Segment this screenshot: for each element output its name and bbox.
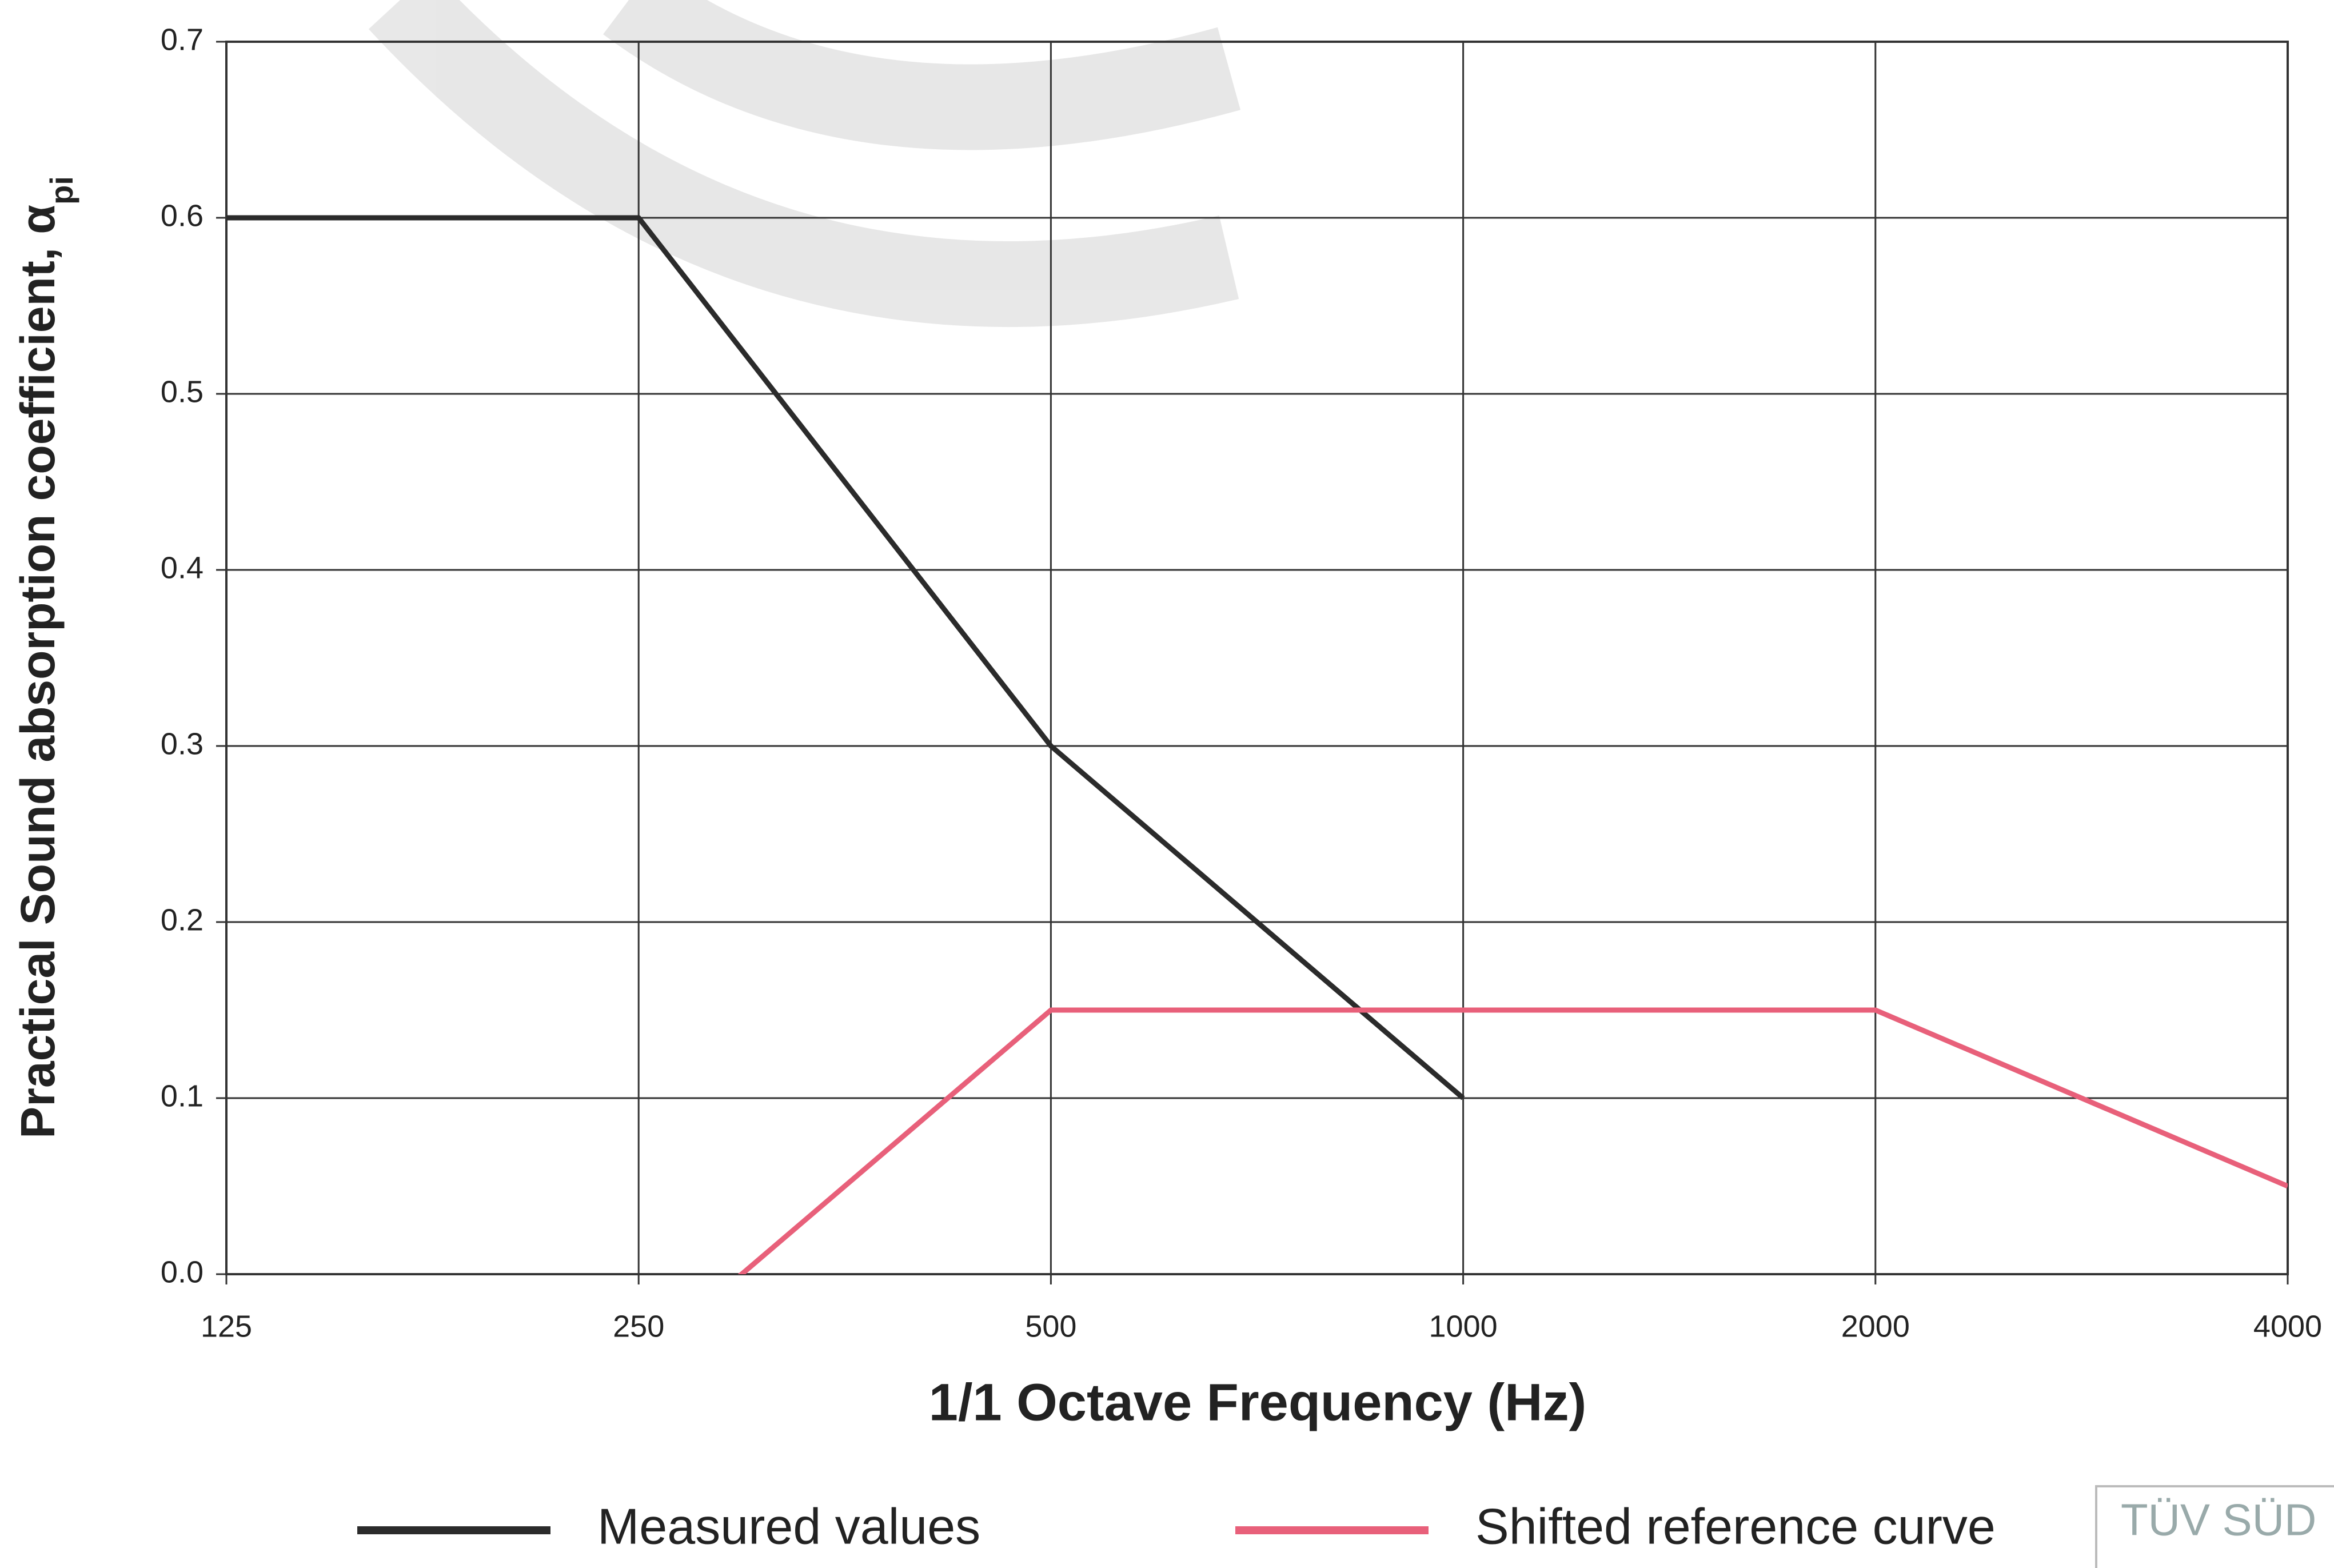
plot-area	[226, 218, 2288, 1362]
y-tick-label: 0.3	[161, 727, 204, 761]
x-tick-label: 125	[201, 1309, 252, 1343]
plot-frame	[226, 42, 2288, 1274]
y-tick-label: 0.0	[161, 1255, 204, 1289]
watermark-arc	[629, 0, 1229, 107]
stamp: TÜV SÜD	[2121, 1495, 2316, 1545]
y-axis-label: Practical Sound absorption coefficient, …	[11, 176, 79, 1139]
y-tick-label: 0.7	[161, 22, 204, 57]
x-tick-label: 2000	[1841, 1309, 1910, 1343]
x-tick-label: 500	[1025, 1309, 1076, 1343]
legend-label: Measured values	[597, 1498, 980, 1554]
x-tick-label: 250	[613, 1309, 664, 1343]
x-tick-label: 4000	[2253, 1309, 2322, 1343]
y-tick-label: 0.4	[161, 550, 204, 585]
chart: 1/1 Octave Frequency (Hz) Practical Soun…	[0, 0, 2334, 1568]
x-axis-label: 1/1 Octave Frequency (Hz)	[929, 1373, 1586, 1431]
y-tick-label: 0.1	[161, 1079, 204, 1113]
series-line	[226, 218, 1463, 1098]
x-tick-label: 1000	[1429, 1309, 1498, 1343]
legend-label: Shifted reference curve	[1475, 1498, 1996, 1554]
y-tick-label: 0.5	[161, 374, 204, 409]
y-axis-label-subscript: pi	[43, 176, 79, 205]
y-tick-label: 0.6	[161, 198, 204, 233]
y-axis-label-main: Practical Sound absorption coefficient, …	[11, 205, 65, 1139]
y-tick-label: 0.2	[161, 903, 204, 937]
